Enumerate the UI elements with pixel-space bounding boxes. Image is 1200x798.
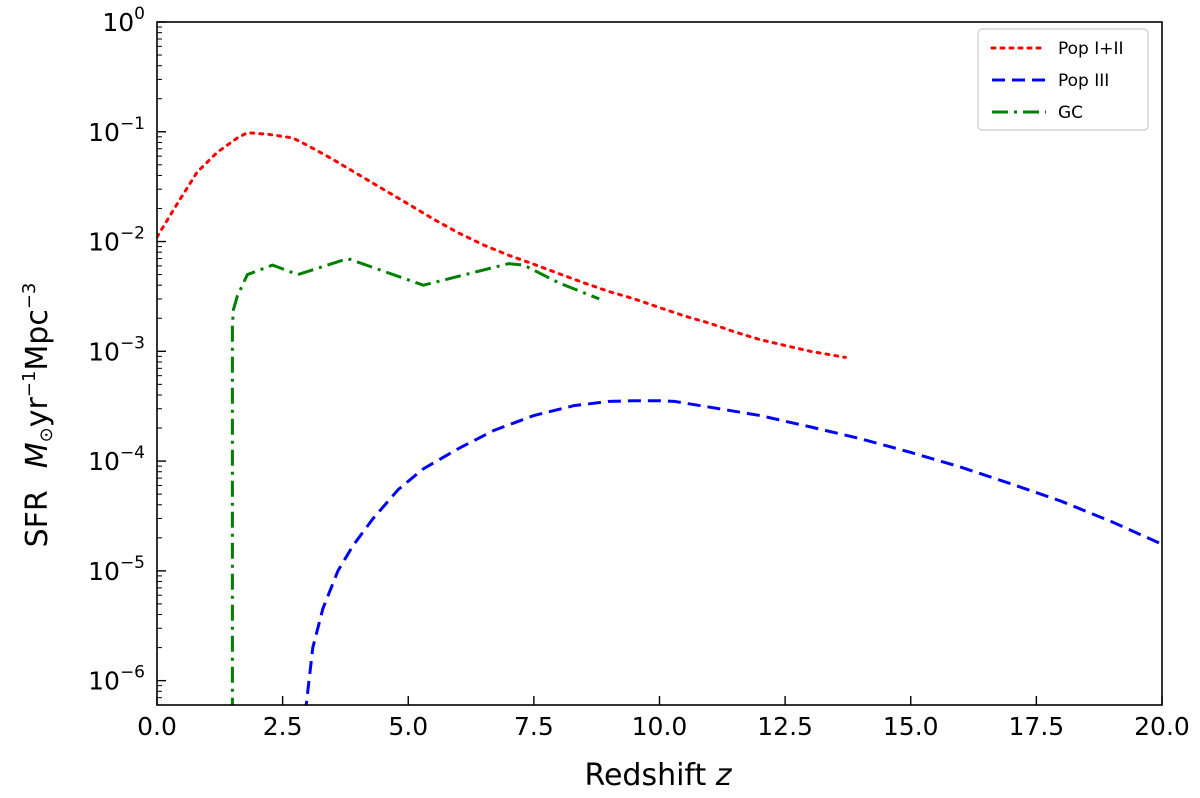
y-tick-label: 10−6 [88,663,145,696]
x-tick-label: 17.5 [1009,712,1065,741]
series-layer [157,131,1162,705]
y-tick-label: 10−3 [88,333,145,366]
legend-label: Pop III [1058,71,1109,91]
x-tick-label: 20.0 [1134,712,1190,741]
ticks-layer: 0.0 2.5 5.0 7.5 10.0 12.5 15.0 17.5 20.0 100 10−1 1… [88,4,1190,741]
y-tick-label: 10−2 [88,224,145,257]
series-line-pop-i-ii [157,131,847,359]
legend-label: GC [1058,103,1083,123]
y-tick-label: 100 [102,4,145,37]
x-tick-label: 15.0 [883,712,939,741]
x-tick-label: 2.5 [263,712,303,741]
x-tick-label: 10.0 [632,712,688,741]
legend: Pop I+II Pop III GC [977,28,1149,131]
y-tick-label: 10−4 [88,443,145,476]
y-tick-label: 10−5 [88,553,145,586]
legend-label: Pop I+II [1058,39,1124,59]
x-tick-label: 5.0 [388,712,428,741]
x-tick-label: 7.5 [514,712,554,741]
x-tick-label: 0.0 [137,712,177,741]
x-tick-label: 12.5 [757,712,813,741]
plot-frame [156,21,1163,706]
series-line-gc [230,257,600,705]
y-tick-label: 10−1 [88,114,145,147]
series-line-pop-iii [304,399,1162,705]
legend-frame [977,28,1149,131]
y-axis-label: SFRM⊙yr−1Mpc−3 [19,283,57,548]
x-axis-label: Redshift z [584,758,732,793]
